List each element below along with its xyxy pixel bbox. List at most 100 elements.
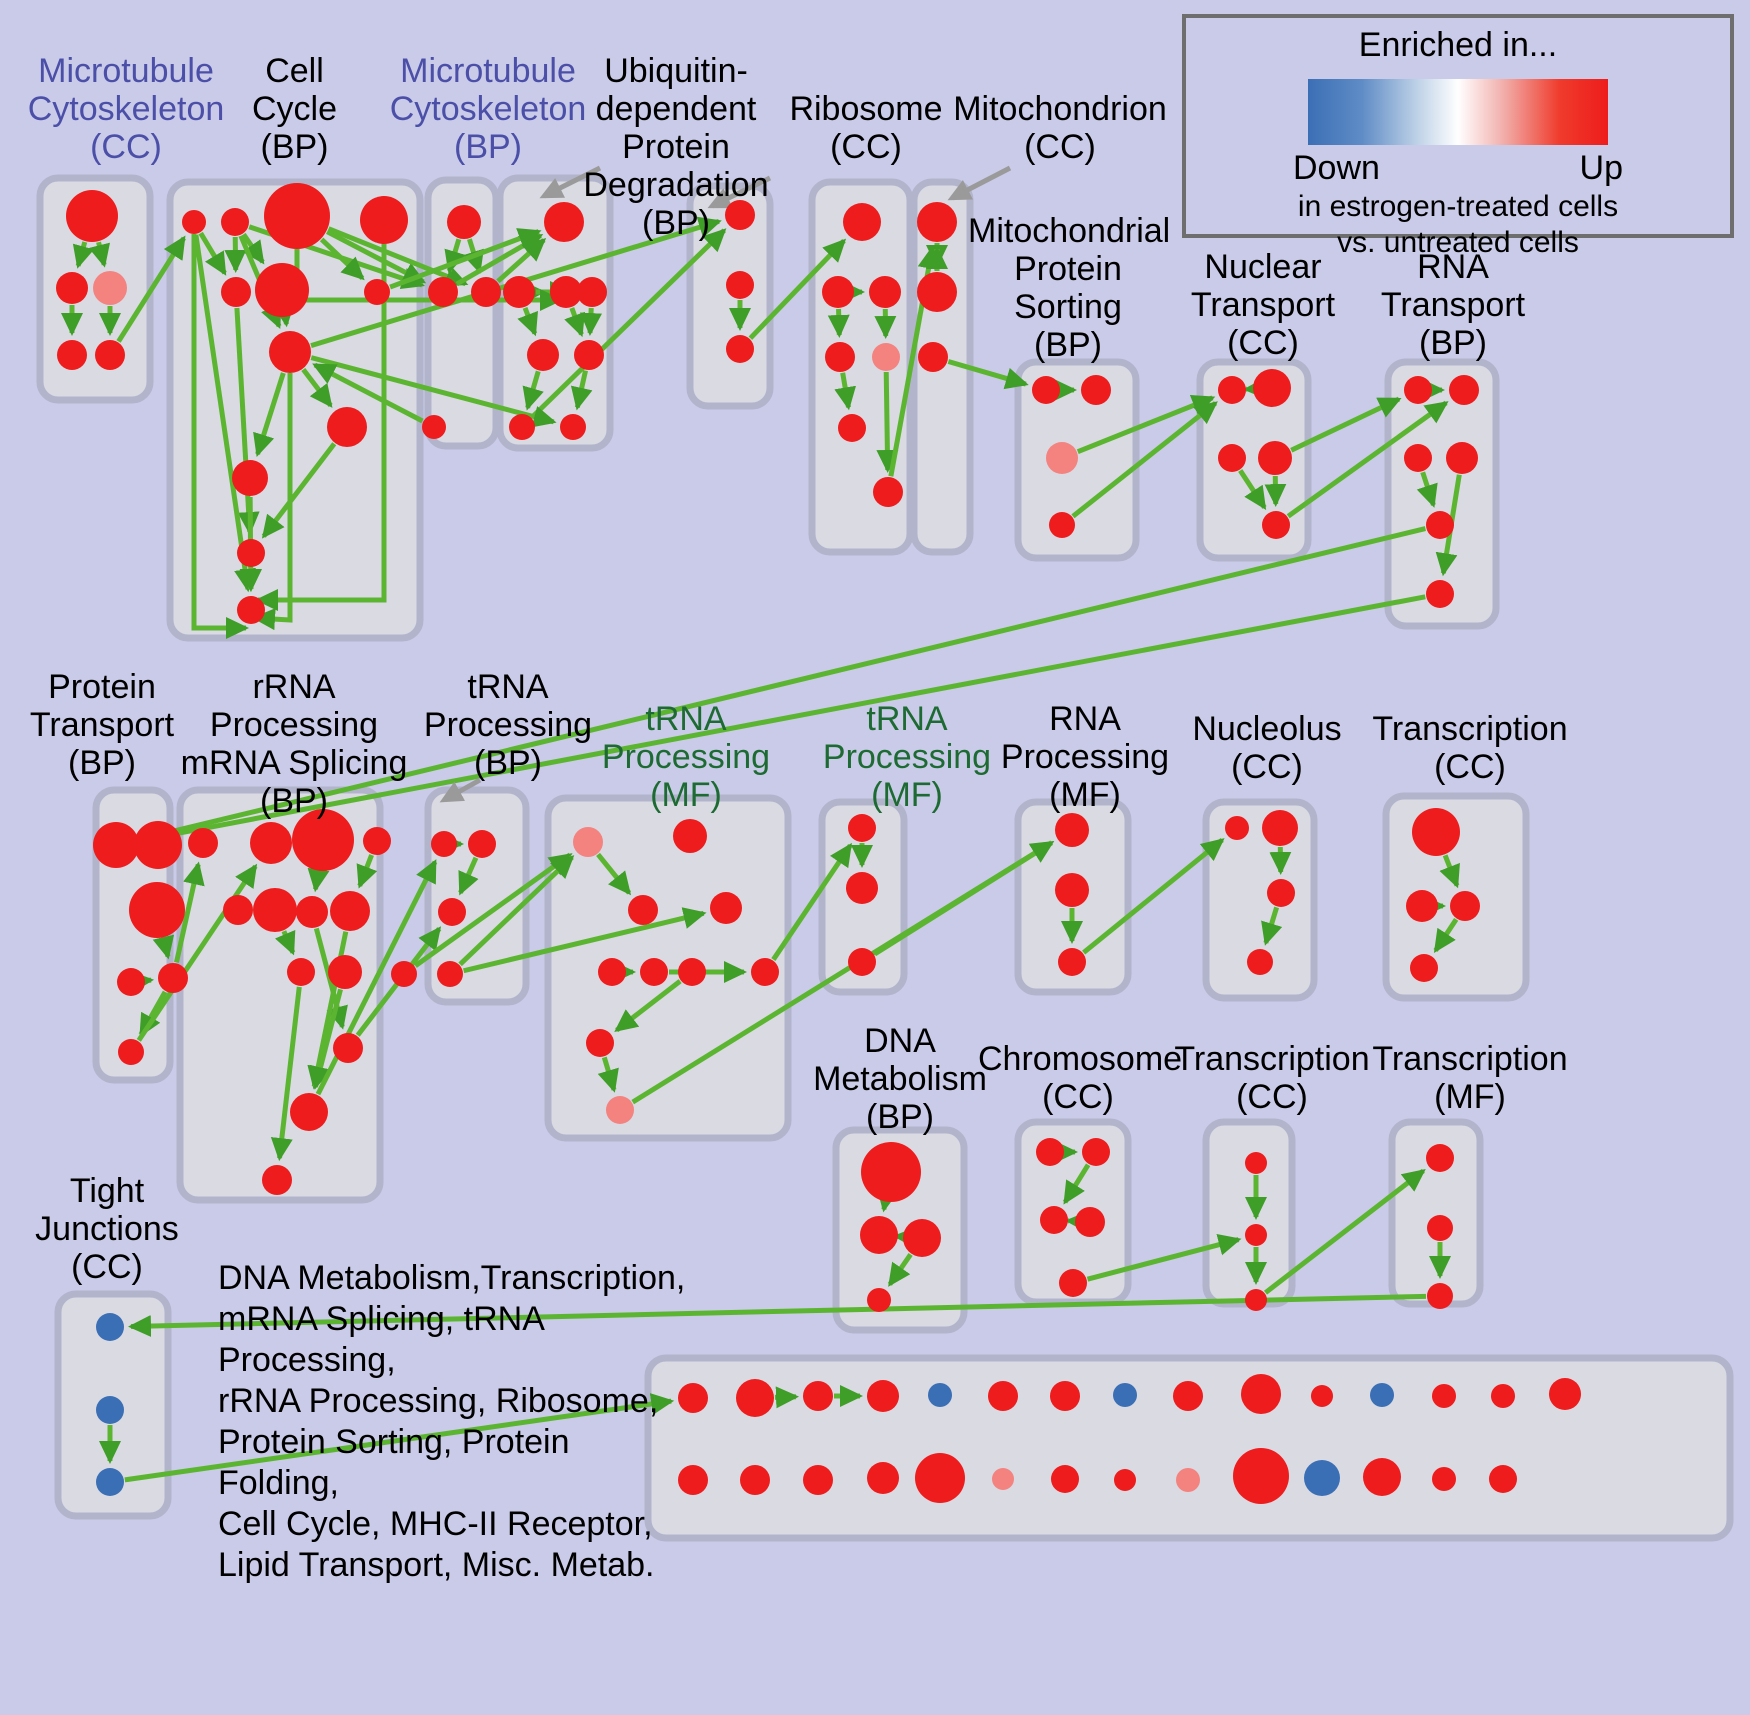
network-node[interactable] [264,183,330,249]
network-node[interactable] [803,1381,833,1411]
network-node[interactable] [867,1380,899,1412]
network-node[interactable] [869,276,901,308]
network-node[interactable] [574,340,604,370]
network-node[interactable] [1426,580,1454,608]
network-node[interactable] [237,539,265,567]
network-node[interactable] [1225,816,1249,840]
network-node[interactable] [678,1465,708,1495]
network-node[interactable] [1491,1384,1515,1408]
network-node[interactable] [544,202,584,242]
network-node[interactable] [1426,1144,1454,1172]
network-node[interactable] [391,961,417,987]
network-node[interactable] [1058,948,1086,976]
network-node[interactable] [1059,1269,1087,1297]
network-node[interactable] [1363,1458,1401,1496]
network-node[interactable] [1489,1465,1517,1493]
network-node[interactable] [751,958,779,986]
network-node[interactable] [1446,442,1478,474]
network-node[interactable] [333,1033,363,1063]
network-node[interactable] [1262,810,1298,846]
network-node[interactable] [573,827,603,857]
network-node[interactable] [628,895,658,925]
network-node[interactable] [503,276,535,308]
network-node[interactable] [1040,1206,1068,1234]
network-node[interactable] [598,958,626,986]
network-node[interactable] [269,331,311,373]
network-node[interactable] [873,477,903,507]
network-node[interactable] [117,968,145,996]
network-node[interactable] [287,958,315,986]
network-node[interactable] [673,819,707,853]
network-node[interactable] [1549,1378,1581,1410]
network-node[interactable] [1051,1465,1079,1493]
network-node[interactable] [736,1379,774,1417]
network-node[interactable] [447,205,481,239]
network-node[interactable] [577,277,607,307]
network-node[interactable] [296,896,328,928]
network-node[interactable] [93,822,139,868]
network-node[interactable] [1253,369,1291,407]
network-node[interactable] [1082,1138,1110,1166]
network-node[interactable] [1173,1381,1203,1411]
network-node[interactable] [1114,1469,1136,1491]
network-node[interactable] [825,342,855,372]
network-node[interactable] [364,279,390,305]
network-node[interactable] [838,414,866,442]
network-node[interactable] [134,821,182,869]
network-node[interactable] [188,828,218,858]
network-node[interactable] [1404,376,1432,404]
network-node[interactable] [290,1093,328,1131]
network-node[interactable] [1404,444,1432,472]
network-node[interactable] [992,1468,1014,1490]
network-node[interactable] [872,343,900,371]
network-node[interactable] [1218,376,1246,404]
network-node[interactable] [250,822,292,864]
network-node[interactable] [1304,1460,1340,1496]
network-node[interactable] [330,891,370,931]
network-node[interactable] [96,1468,124,1496]
network-node[interactable] [221,277,251,307]
network-node[interactable] [1055,873,1089,907]
network-node[interactable] [96,1396,124,1424]
network-node[interactable] [471,277,501,307]
network-node[interactable] [129,882,185,938]
network-node[interactable] [1311,1385,1333,1407]
network-node[interactable] [253,888,297,932]
network-node[interactable] [1427,1215,1453,1241]
network-node[interactable] [710,892,742,924]
network-node[interactable] [1449,375,1479,405]
network-node[interactable] [726,271,754,299]
network-node[interactable] [843,203,881,241]
network-node[interactable] [606,1096,634,1124]
network-node[interactable] [1427,1283,1453,1309]
network-node[interactable] [860,1216,898,1254]
network-node[interactable] [1412,808,1460,856]
network-node[interactable] [1075,1207,1105,1237]
network-node[interactable] [848,948,876,976]
network-node[interactable] [861,1142,921,1202]
network-node[interactable] [262,1165,292,1195]
network-node[interactable] [221,208,249,236]
network-node[interactable] [1245,1289,1267,1311]
network-node[interactable] [586,1029,614,1057]
network-node[interactable] [360,196,408,244]
network-node[interactable] [803,1465,833,1495]
network-node[interactable] [928,1383,952,1407]
network-node[interactable] [1218,444,1246,472]
network-node[interactable] [1046,442,1078,474]
network-node[interactable] [822,276,854,308]
network-node[interactable] [431,831,457,857]
network-node[interactable] [509,414,535,440]
network-node[interactable] [237,596,265,624]
network-node[interactable] [363,827,391,855]
network-node[interactable] [232,460,268,496]
network-node[interactable] [1241,1374,1281,1414]
network-node[interactable] [182,210,206,234]
network-node[interactable] [422,415,446,439]
network-node[interactable] [96,1313,124,1341]
network-node[interactable] [1049,512,1075,538]
network-node[interactable] [1245,1224,1267,1246]
network-node[interactable] [118,1039,144,1065]
network-node[interactable] [292,809,354,871]
network-node[interactable] [95,340,125,370]
